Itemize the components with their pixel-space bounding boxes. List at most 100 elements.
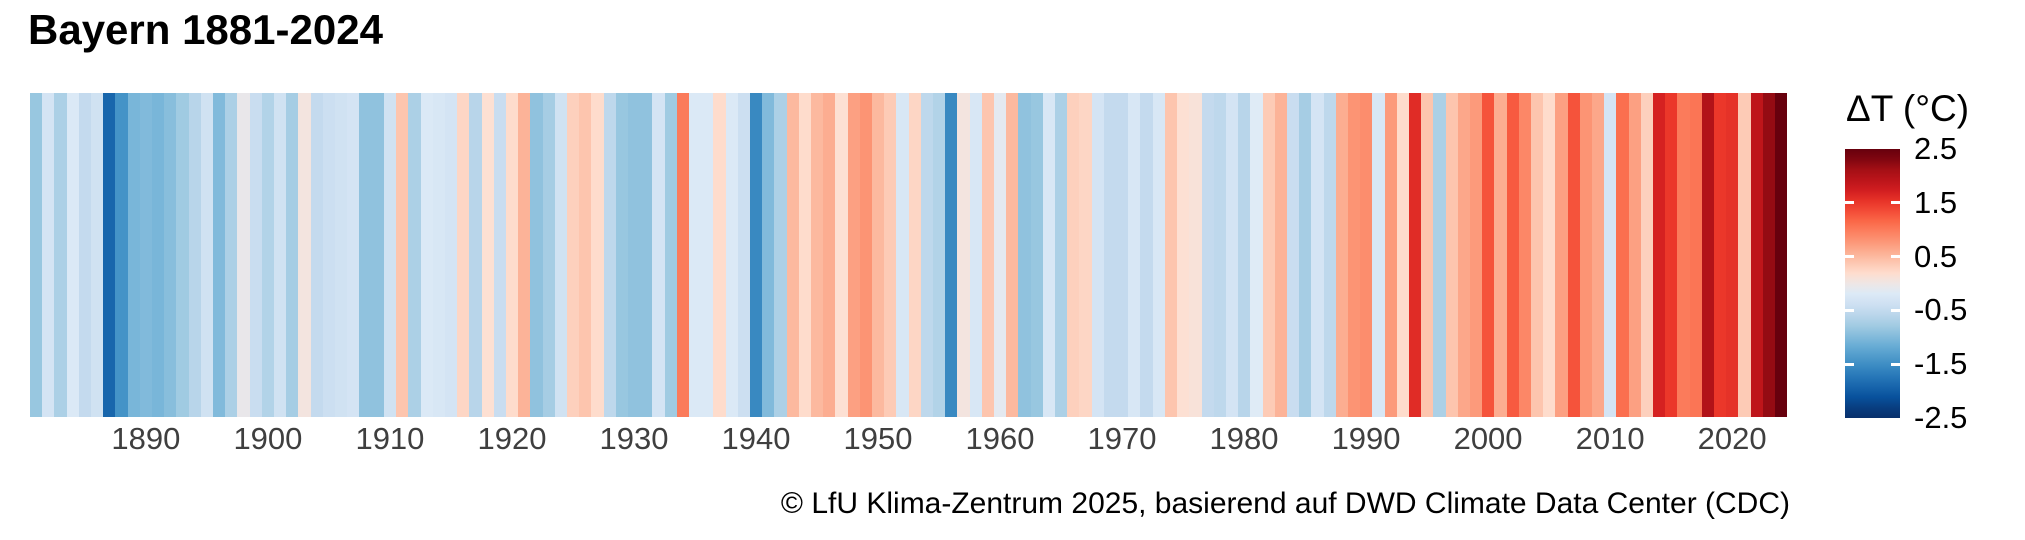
legend-tick-label--2.5: -2.5: [1914, 400, 1968, 435]
x-tick-label-1980: 1980: [1209, 421, 1279, 456]
year-stripe-1981: [1250, 93, 1263, 417]
year-stripe-1953: [908, 93, 921, 417]
year-stripe-1903: [298, 93, 311, 417]
year-stripe-1985: [1299, 93, 1312, 417]
legend-tick-label-1.5: 1.5: [1914, 184, 1958, 220]
year-stripe-2002: [1506, 93, 1519, 417]
year-stripe-1977: [1201, 93, 1214, 417]
year-stripe-1994: [1408, 93, 1422, 417]
year-stripe-2005: [1543, 93, 1556, 417]
year-stripe-1991: [1372, 93, 1385, 417]
year-stripe-1918: [481, 93, 494, 417]
year-stripe-2008: [1579, 93, 1592, 417]
year-stripe-1969: [1103, 93, 1117, 417]
year-stripe-1931: [640, 93, 653, 417]
year-stripe-1882: [42, 93, 55, 417]
colorbar-tick-mark: [1891, 308, 1900, 312]
year-stripe-1959: [981, 93, 995, 417]
legend-tick-label-2.5: 2.5: [1914, 131, 1958, 166]
year-stripe-1901: [274, 93, 287, 417]
year-stripe-1986: [1311, 93, 1324, 417]
x-tick-label-1940: 1940: [721, 421, 791, 456]
year-stripe-1922: [530, 93, 543, 417]
year-stripe-1905: [322, 93, 336, 417]
year-stripe-2022: [1750, 93, 1763, 417]
year-stripe-1996: [1433, 93, 1446, 417]
year-stripe-1897: [225, 93, 238, 417]
year-stripe-2012: [1628, 93, 1641, 417]
year-stripe-1987: [1323, 93, 1336, 417]
year-stripe-1944: [798, 93, 811, 417]
year-stripe-1943: [786, 93, 799, 417]
year-stripe-2011: [1616, 93, 1629, 417]
year-stripe-1976: [1189, 93, 1202, 417]
colorbar-tick-mark: [1845, 255, 1854, 259]
year-stripe-2000: [1482, 93, 1495, 417]
year-stripe-1895: [200, 93, 214, 417]
year-stripe-1937: [713, 93, 726, 417]
year-stripe-2007: [1567, 93, 1580, 417]
year-stripe-1967: [1079, 93, 1092, 417]
year-stripe-2009: [1592, 93, 1605, 417]
year-stripe-1997: [1445, 93, 1458, 417]
year-stripe-1924: [554, 93, 567, 417]
year-stripe-2019: [1714, 93, 1727, 417]
year-stripe-1968: [1091, 93, 1104, 417]
x-tick-label-1910: 1910: [355, 421, 425, 456]
colorbar-tick-mark: [1891, 362, 1900, 366]
year-stripe-2020: [1726, 93, 1739, 417]
year-stripe-1888: [115, 93, 128, 417]
year-stripe-1887: [103, 93, 116, 417]
year-stripe-1971: [1128, 93, 1141, 417]
year-stripe-1950: [872, 93, 885, 417]
year-stripe-1910: [383, 93, 397, 417]
year-stripe-1940: [749, 93, 763, 417]
year-stripe-1949: [859, 93, 873, 417]
source-caption: © LfU Klima-Zentrum 2025, basierend auf …: [780, 487, 1790, 520]
year-stripe-1928: [603, 93, 616, 417]
year-stripe-1884: [66, 93, 79, 417]
year-stripe-1936: [701, 93, 714, 417]
year-stripe-1992: [1384, 93, 1397, 417]
year-stripe-1886: [91, 93, 104, 417]
year-stripe-1896: [213, 93, 226, 417]
year-stripe-1980: [1238, 93, 1251, 417]
year-stripe-1912: [408, 93, 421, 417]
x-tick-label-2000: 2000: [1453, 421, 1523, 456]
year-stripe-1947: [835, 93, 848, 417]
year-stripe-1973: [1152, 93, 1165, 417]
year-stripe-2001: [1494, 93, 1507, 417]
year-stripe-1881: [30, 93, 43, 417]
year-stripe-1921: [518, 93, 531, 417]
x-tick-label-1970: 1970: [1087, 421, 1157, 456]
year-stripe-2006: [1555, 93, 1568, 417]
year-stripe-1999: [1469, 93, 1483, 417]
year-stripe-1934: [676, 93, 689, 417]
year-stripe-1925: [566, 93, 580, 417]
stripes-plot: [30, 93, 1788, 417]
colorbar-tick-mark: [1891, 201, 1900, 205]
x-tick-label-2020: 2020: [1697, 421, 1767, 456]
year-stripe-1933: [664, 93, 677, 417]
year-stripe-1942: [774, 93, 787, 417]
year-stripe-2023: [1762, 93, 1776, 417]
year-stripe-1916: [457, 93, 470, 417]
year-stripe-1935: [688, 93, 702, 417]
year-stripe-1932: [652, 93, 665, 417]
year-stripe-1899: [249, 93, 262, 417]
year-stripe-2013: [1640, 93, 1654, 417]
year-stripe-1892: [164, 93, 177, 417]
year-stripe-2004: [1530, 93, 1544, 417]
year-stripe-2021: [1738, 93, 1751, 417]
year-stripe-1885: [78, 93, 92, 417]
year-stripe-1902: [286, 93, 299, 417]
year-stripe-1913: [420, 93, 433, 417]
year-stripe-1963: [1030, 93, 1043, 417]
year-stripe-1883: [54, 93, 67, 417]
legend-tick-label--0.5: -0.5: [1914, 292, 1968, 328]
year-stripe-1900: [261, 93, 275, 417]
year-stripe-1962: [1018, 93, 1031, 417]
year-stripe-1930: [627, 93, 641, 417]
colorbar-tick-mark: [1845, 201, 1854, 205]
year-stripe-1919: [493, 93, 506, 417]
